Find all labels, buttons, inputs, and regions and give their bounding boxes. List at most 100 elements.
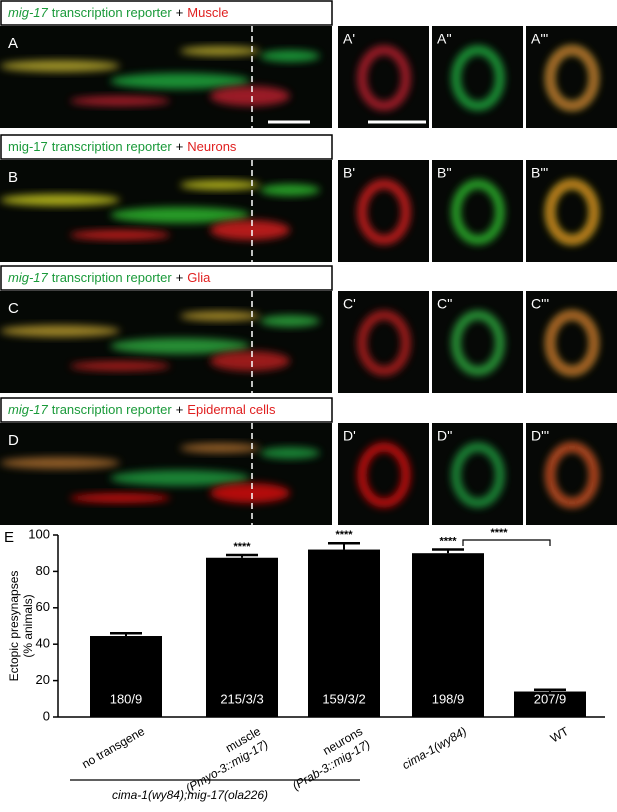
panel-label: A''' <box>531 31 548 47</box>
image-panel <box>526 26 617 128</box>
fluorescence <box>70 361 170 371</box>
image-panel <box>432 291 523 393</box>
fluorescence <box>180 46 260 56</box>
n-label: 215/3/3 <box>220 691 263 706</box>
plus: + <box>176 5 184 20</box>
fluorescence <box>210 483 290 503</box>
fluorescence <box>70 493 170 503</box>
bar <box>308 549 380 717</box>
fluorescence <box>260 315 320 327</box>
ring <box>451 310 505 376</box>
header: mig-17 transcription reporter + Glia <box>8 270 211 285</box>
panel-label: E <box>4 529 14 546</box>
fluorescence <box>210 351 290 371</box>
fluorescence <box>0 325 120 337</box>
bar <box>206 557 278 717</box>
fluorescence <box>70 96 170 106</box>
fluorescence <box>110 470 250 486</box>
ring <box>357 310 411 376</box>
gene: mig-17 <box>8 402 49 417</box>
y-label-line: Ectopic presynapses <box>7 571 21 682</box>
panel-label: D'' <box>437 428 452 444</box>
y-tick-label: 100 <box>28 526 50 541</box>
ring <box>357 179 411 245</box>
ring <box>547 181 597 243</box>
y-tick-label: 60 <box>36 599 50 614</box>
fluorescence <box>210 220 290 240</box>
category: cima-1(wy84) <box>400 724 469 772</box>
fluorescence <box>260 184 320 196</box>
fluorescence <box>110 338 250 354</box>
panel-label: D <box>8 432 19 449</box>
y-axis-label: Ectopic presynapses(% animals) <box>7 571 35 682</box>
ring <box>547 444 597 506</box>
reporter: transcription reporter <box>52 402 173 417</box>
reporter: transcription reporter <box>52 5 173 20</box>
fluorescence <box>180 311 260 321</box>
fluorescence <box>180 443 260 453</box>
reporter: transcription reporter <box>52 139 173 154</box>
image-panel <box>526 160 617 262</box>
header: mig-17 transcription reporter + Epidermal c… <box>8 402 276 417</box>
y-label-line: (% animals) <box>21 594 35 657</box>
bar <box>90 636 162 717</box>
plus: + <box>176 139 184 154</box>
significance: **** <box>335 529 353 541</box>
fluorescence <box>0 457 120 469</box>
fluorescence <box>210 86 290 106</box>
ring <box>451 179 505 245</box>
panel-label: A' <box>343 31 355 47</box>
y-tick-label: 0 <box>43 708 50 723</box>
marker: Glia <box>187 270 211 285</box>
x-tick-label: no transgene <box>79 724 147 771</box>
x-tick-label: neurons(Prab-3::mig-17) <box>282 724 372 793</box>
ring <box>451 442 505 508</box>
y-tick-label: 20 <box>36 672 50 687</box>
image-panel <box>526 291 617 393</box>
category: WT <box>548 724 572 746</box>
header-box <box>0 134 333 160</box>
significance: **** <box>439 535 457 547</box>
group-label: cima-1(wy84);mig-17(ola226) <box>112 788 268 802</box>
panel-label: B' <box>343 165 355 181</box>
category: no transgene <box>79 724 147 771</box>
header: mig-17 transcription reporter + Neurons <box>8 139 237 154</box>
panel-label: C'' <box>437 296 452 312</box>
plus: + <box>176 402 184 417</box>
fluorescence <box>180 180 260 190</box>
panel-label: C' <box>343 296 356 312</box>
bracket-label: **** <box>490 527 508 539</box>
n-label: 207/9 <box>534 691 567 706</box>
panel-label: C <box>8 300 19 317</box>
panel-label: D' <box>343 428 356 444</box>
y-tick-label: 80 <box>36 563 50 578</box>
image-panel <box>432 423 523 525</box>
n-label: 198/9 <box>432 691 465 706</box>
image-panel <box>338 423 429 525</box>
panel-label: B'' <box>437 165 452 181</box>
ring <box>547 47 597 109</box>
image-panel <box>432 26 523 128</box>
x-tick-label: WT <box>548 724 572 746</box>
marker: Epidermal cells <box>187 402 276 417</box>
bar <box>514 691 586 717</box>
header-box <box>0 265 333 291</box>
gene: mig-17 <box>8 270 49 285</box>
image-panel <box>526 423 617 525</box>
fluorescence <box>70 230 170 240</box>
fluorescence <box>0 60 120 72</box>
fluorescence <box>110 207 250 223</box>
x-tick-label: cima-1(wy84) <box>400 724 469 772</box>
marker: Muscle <box>187 5 228 20</box>
panel-label: A'' <box>437 31 452 47</box>
gene: mig-17 <box>8 5 49 20</box>
header: mig-17 transcription reporter + Muscle <box>8 5 228 20</box>
bracket <box>462 539 551 546</box>
image-panel <box>338 26 429 128</box>
header-box <box>0 0 333 26</box>
plus: + <box>176 270 184 285</box>
y-tick-label: 40 <box>36 636 50 651</box>
ring <box>547 312 597 374</box>
marker: Neurons <box>187 139 237 154</box>
